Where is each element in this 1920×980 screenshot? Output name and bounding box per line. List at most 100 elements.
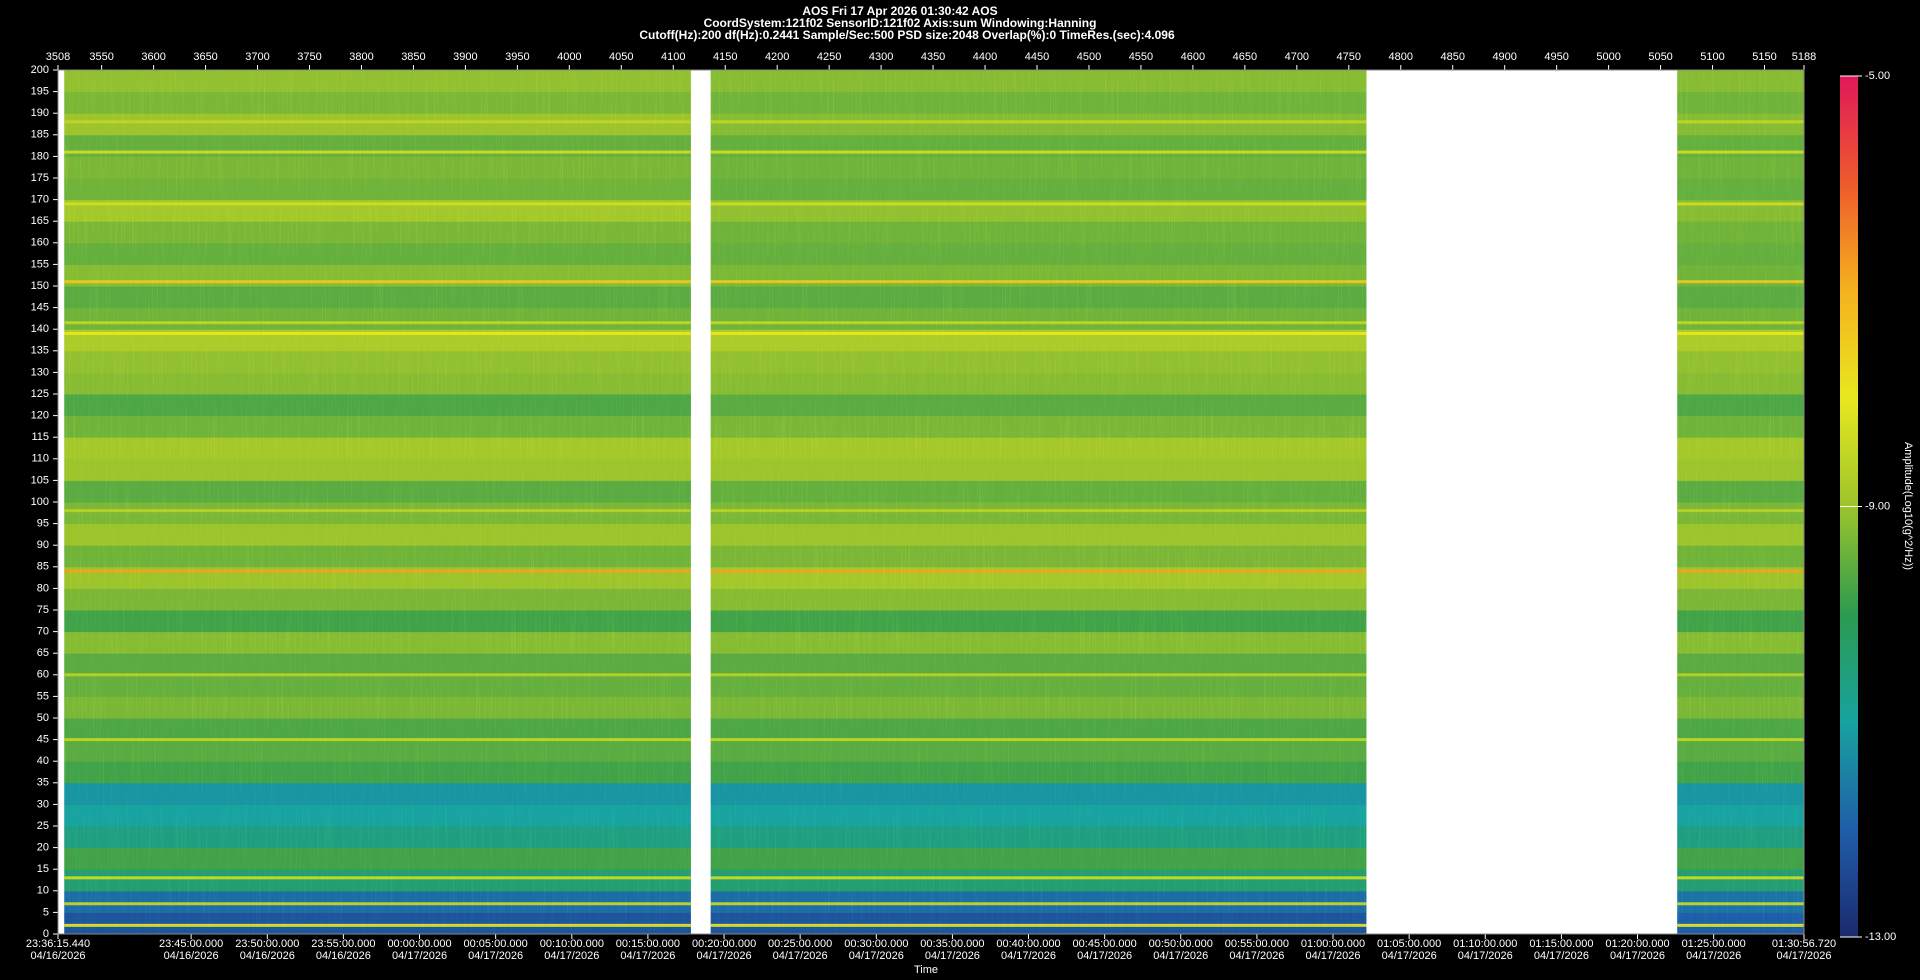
x2-tick-date: 04/17/2026 xyxy=(1610,950,1665,962)
x-tick-label: 5000 xyxy=(1596,51,1620,63)
texture xyxy=(1677,70,1804,934)
y-tick-label: 200 xyxy=(31,64,49,76)
x2-tick-date: 04/17/2026 xyxy=(1776,950,1831,962)
x2-tick-date: 04/17/2026 xyxy=(544,950,599,962)
x2-tick-date: 04/17/2026 xyxy=(925,950,980,962)
x2-tick-date: 04/16/2026 xyxy=(240,950,295,962)
chart-title: AOS Fri 17 Apr 2026 01:30:42 AOS xyxy=(802,4,997,18)
texture xyxy=(64,70,691,934)
x-tick-label: 4850 xyxy=(1440,51,1464,63)
x-tick-label: 4700 xyxy=(1285,51,1309,63)
colorbar-tick-label: -13.00 xyxy=(1865,931,1896,943)
x2-tick-date: 04/17/2026 xyxy=(1458,950,1513,962)
x-tick-label: 4100 xyxy=(661,51,685,63)
x-tick-label: 3750 xyxy=(297,51,321,63)
y-tick-label: 135 xyxy=(31,345,49,357)
y-tick-label: 100 xyxy=(31,496,49,508)
x2-tick-label: 00:45:00.000 xyxy=(1073,938,1137,950)
x2-tick-label: 23:50:00.000 xyxy=(235,938,299,950)
x2-tick-label: 23:45:00.000 xyxy=(159,938,223,950)
y-tick-label: 30 xyxy=(37,798,49,810)
x-tick-label: 4250 xyxy=(817,51,841,63)
y-tick-label: 165 xyxy=(31,215,49,227)
x2-tick-label: 00:00:00.000 xyxy=(387,938,451,950)
y-tick-label: 120 xyxy=(31,410,49,422)
y-tick-label: 20 xyxy=(37,842,49,854)
x2-tick-date: 04/17/2026 xyxy=(620,950,675,962)
y-tick-label: 50 xyxy=(37,712,49,724)
x-tick-label: 5100 xyxy=(1700,51,1724,63)
x-tick-label: 4200 xyxy=(765,51,789,63)
y-tick-label: 95 xyxy=(37,518,49,530)
x2-tick-label: 00:50:00.000 xyxy=(1149,938,1213,950)
x2-tick-date: 04/17/2026 xyxy=(1686,950,1741,962)
x-tick-label: 4950 xyxy=(1544,51,1568,63)
y-tick-label: 15 xyxy=(37,863,49,875)
x-tick-label: 3950 xyxy=(505,51,529,63)
x2-tick-date: 04/17/2026 xyxy=(849,950,904,962)
x2-tick-label: 01:30:56.720 xyxy=(1772,938,1836,950)
x2-tick-label: 00:15:00.000 xyxy=(616,938,680,950)
x-tick-label: 3850 xyxy=(401,51,425,63)
y-tick-label: 145 xyxy=(31,302,49,314)
y-tick-label: 35 xyxy=(37,777,49,789)
x-tick-label: 4000 xyxy=(557,51,581,63)
x2-tick-date: 04/17/2026 xyxy=(1534,950,1589,962)
x-tick-label: 4400 xyxy=(973,51,997,63)
x-tick-label: 4050 xyxy=(609,51,633,63)
x-tick-label: 3900 xyxy=(453,51,477,63)
x2-tick-date: 04/17/2026 xyxy=(392,950,447,962)
x2-tick-label: 00:05:00.000 xyxy=(464,938,528,950)
x2-tick-date: 04/16/2026 xyxy=(30,950,85,962)
y-tick-label: 70 xyxy=(37,626,49,638)
x2-tick-date: 04/17/2026 xyxy=(1077,950,1132,962)
x-tick-label: 3650 xyxy=(193,51,217,63)
y-tick-label: 115 xyxy=(31,431,49,443)
x2-tick-label: 01:10:00.000 xyxy=(1453,938,1517,950)
x-tick-label: 4300 xyxy=(869,51,893,63)
x2-tick-label: 01:15:00.000 xyxy=(1529,938,1593,950)
y-tick-label: 85 xyxy=(37,561,49,573)
y-tick-label: 45 xyxy=(37,734,49,746)
x2-tick-label: 23:55:00.000 xyxy=(311,938,375,950)
y-tick-label: 160 xyxy=(31,237,49,249)
chart-subtitle: CoordSystem:121f02 SensorID:121f02 Axis:… xyxy=(704,16,1097,30)
x-tick-label: 4600 xyxy=(1181,51,1205,63)
y-tick-label: 80 xyxy=(37,582,49,594)
x2-tick-label: 00:40:00.000 xyxy=(996,938,1060,950)
x-tick-label: 4900 xyxy=(1492,51,1516,63)
y-tick-label: 180 xyxy=(31,150,49,162)
x-tick-label: 4150 xyxy=(713,51,737,63)
y-tick-label: 90 xyxy=(37,539,49,551)
x2-tick-date: 04/17/2026 xyxy=(1382,950,1437,962)
x2-tick-date: 04/16/2026 xyxy=(316,950,371,962)
x2-tick-label: 23:36:15.440 xyxy=(26,938,90,950)
colorbar-tick-label: -9.00 xyxy=(1865,500,1890,512)
y-tick-label: 40 xyxy=(37,755,49,767)
x2-tick-date: 04/17/2026 xyxy=(1305,950,1360,962)
texture xyxy=(710,70,1367,934)
x-tick-label: 4800 xyxy=(1389,51,1413,63)
x2-tick-label: 00:20:00.000 xyxy=(692,938,756,950)
y-tick-label: 150 xyxy=(31,280,49,292)
x-tick-label: 4350 xyxy=(921,51,945,63)
colorbar-label: Amplitude(Log10(g^2/Hz)) xyxy=(1902,442,1914,570)
x-tick-label: 4650 xyxy=(1233,51,1257,63)
x2-tick-date: 04/17/2026 xyxy=(1229,950,1284,962)
plot-frame xyxy=(57,69,1805,935)
x-tick-label: 3600 xyxy=(141,51,165,63)
settings-line: Cutoff(Hz):200 df(Hz):0.2441 Sample/Sec:… xyxy=(639,28,1175,42)
x2-tick-label: 00:30:00.000 xyxy=(844,938,908,950)
x2-tick-label: 00:35:00.000 xyxy=(920,938,984,950)
x2-tick-date: 04/17/2026 xyxy=(1153,950,1208,962)
x-tick-label: 4550 xyxy=(1129,51,1153,63)
y-tick-label: 105 xyxy=(31,474,49,486)
y-tick-label: 140 xyxy=(31,323,49,335)
x2-tick-label: 00:55:00.000 xyxy=(1225,938,1289,950)
x-tick-label: 4450 xyxy=(1025,51,1049,63)
y-tick-label: 0 xyxy=(43,928,49,940)
colorbar-tick-label: -5.00 xyxy=(1865,70,1890,82)
y-tick-label: 60 xyxy=(37,669,49,681)
